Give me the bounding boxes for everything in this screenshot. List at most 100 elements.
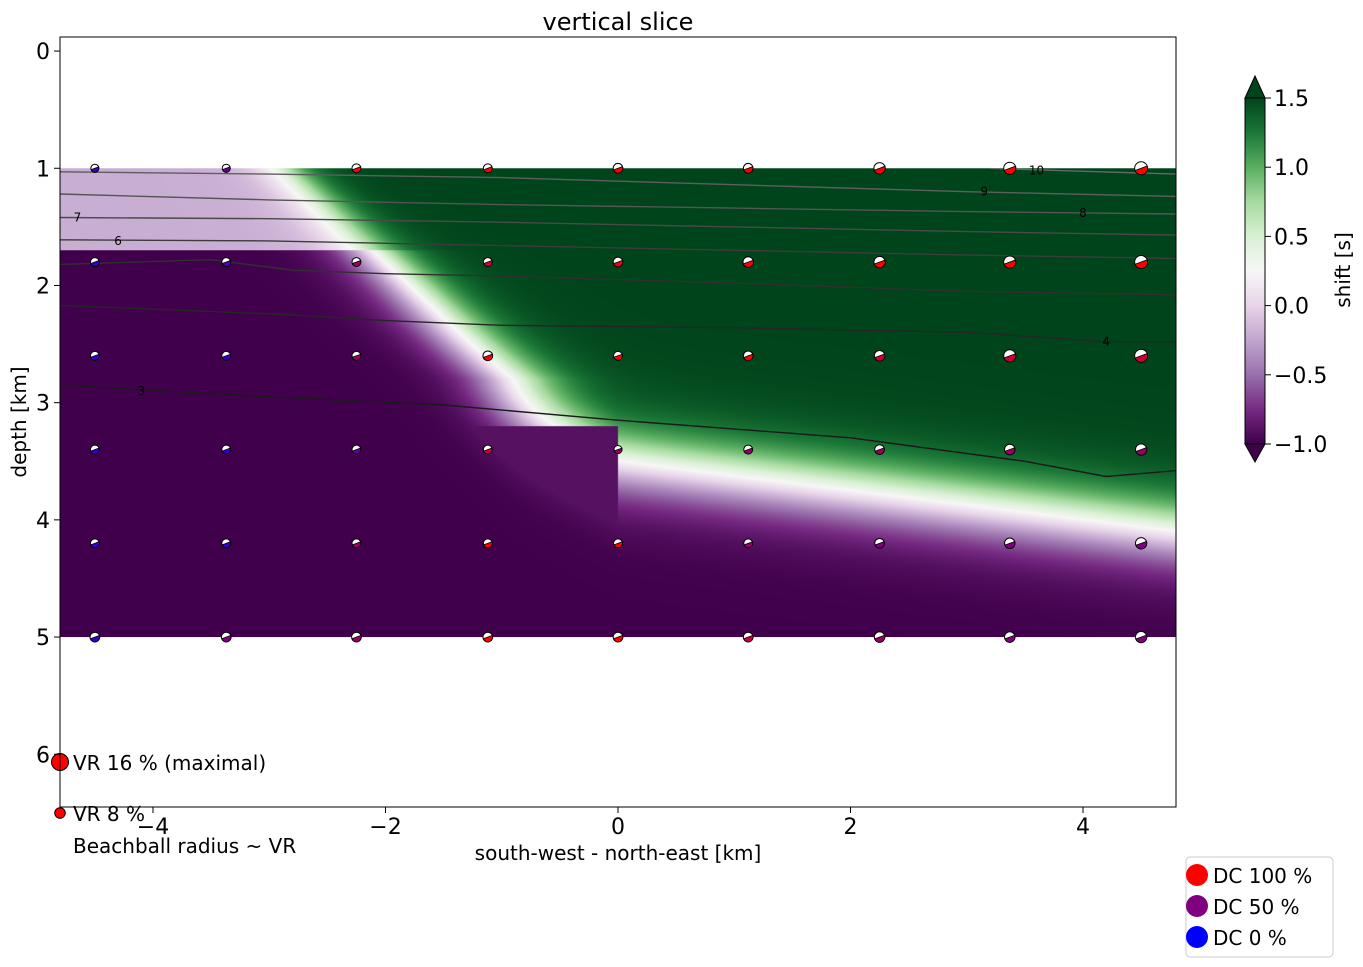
- beachball: [613, 445, 623, 455]
- beachball: [482, 444, 493, 455]
- dc-legend-marker-100: [1186, 864, 1208, 886]
- colorbar-tick-label: 0.5: [1274, 225, 1309, 250]
- beachball: [612, 256, 624, 268]
- beachball: [742, 350, 754, 362]
- beachball: [1003, 161, 1017, 175]
- beachball: [221, 350, 232, 361]
- beachball: [743, 444, 754, 455]
- beachball: [351, 350, 362, 361]
- dc-legend-marker-0: [1186, 926, 1208, 948]
- colorbar-frame: [1244, 97, 1266, 445]
- size-legend-text: VR 16 % (maximal): [73, 751, 266, 775]
- colorbar-extend-top: [1244, 74, 1266, 99]
- y-axis-label: depth [km]: [7, 366, 31, 477]
- beachball: [482, 631, 494, 643]
- y-tick-label: 0: [36, 40, 50, 65]
- size-legend-note: Beachball radius ~ VR: [73, 834, 296, 858]
- beachball: [351, 257, 362, 267]
- contour-label-8: 8: [1079, 206, 1087, 220]
- contour-label-4: 4: [1102, 335, 1110, 349]
- beachball: [613, 538, 623, 549]
- x-tick-label: −4: [137, 815, 169, 840]
- beachball: [743, 538, 754, 549]
- colorbar-label: shift [s]: [1331, 232, 1355, 308]
- beachball: [482, 538, 493, 549]
- x-axis-ticks: −4 −2 0 2 4: [137, 807, 1090, 840]
- x-tick-label: 0: [611, 815, 625, 840]
- colorbar-tick-label: −0.5: [1274, 364, 1327, 389]
- contour-lines: [60, 168, 1176, 478]
- beachball: [1134, 255, 1149, 269]
- beachball: [612, 631, 624, 643]
- y-tick-label: 3: [36, 392, 50, 417]
- y-tick-label: 5: [36, 626, 50, 651]
- beachball: [90, 163, 100, 173]
- dc-legend-text-0: DC 0 %: [1213, 926, 1287, 950]
- beachball: [89, 350, 100, 361]
- dc-legend: DC 100 % DC 50 % DC 0 %: [1185, 856, 1334, 958]
- y-axis-ticks: 0 1 2 3 4 5 6: [36, 40, 60, 768]
- shift-field: [60, 168, 1176, 638]
- contour-line-3: [60, 384, 1176, 478]
- colorbar-tick-label: 0.0: [1274, 295, 1309, 320]
- beachball: [1004, 443, 1016, 456]
- contour-line-8: [60, 193, 1176, 215]
- beachball: [1003, 255, 1017, 269]
- size-legend-marker: [54, 807, 66, 819]
- x-tick-label: 4: [1076, 815, 1090, 840]
- contour-line-7: [60, 216, 1176, 236]
- y-tick-label: 1: [36, 157, 50, 182]
- beachball: [221, 444, 232, 455]
- beachball: [742, 162, 754, 174]
- y-tick-label: 2: [36, 274, 50, 299]
- beachball: [482, 163, 493, 174]
- beachball: [1134, 537, 1148, 550]
- contour-label-9: 9: [980, 185, 988, 199]
- beachball: [1003, 349, 1017, 363]
- beachball: [221, 163, 231, 173]
- beachball: [221, 538, 232, 549]
- y-tick-label: 6: [36, 743, 50, 768]
- dc-legend-text-50: DC 50 %: [1213, 895, 1300, 919]
- beachball: [1134, 630, 1148, 644]
- beachball: [351, 163, 362, 174]
- x-axis-label: south-west - north-east [km]: [475, 841, 762, 865]
- beachball: [482, 350, 494, 362]
- beachball: [1134, 443, 1148, 456]
- contour-label-6: 6: [114, 234, 122, 248]
- beachball: [89, 631, 101, 643]
- beachball: [874, 444, 885, 455]
- contour-line-9: [60, 171, 1176, 198]
- beachball: [1004, 537, 1016, 550]
- beachball: [874, 537, 885, 549]
- x-tick-label: 2: [844, 815, 858, 840]
- contour-line-4: [60, 304, 1176, 343]
- beachball: [482, 257, 493, 267]
- beachball: [873, 631, 886, 643]
- beachball: [221, 257, 232, 267]
- beachball: [873, 350, 886, 362]
- beachball: [873, 162, 886, 175]
- colorbar-gradient: [1245, 98, 1265, 444]
- beachball: [1004, 631, 1016, 643]
- beachball: [351, 538, 362, 549]
- beachball: [742, 256, 754, 268]
- colorbar-ticks: 1.5 1.0 0.5 0.0 −0.5 −1.0: [1265, 87, 1327, 458]
- beachball: [351, 444, 362, 455]
- plot-area: 10 9 8 7 6 4 3 VR 16 % (maximal) VR 8 %: [51, 36, 1177, 826]
- contour-labels: 10 9 8 7 6 4 3: [74, 164, 1110, 398]
- size-legend: VR 16 % (maximal) VR 8 %: [51, 751, 266, 826]
- dc-legend-marker-50: [1186, 895, 1208, 917]
- beachball: [220, 631, 232, 643]
- colorbar: 1.5 1.0 0.5 0.0 −0.5 −1.0 shift [s]: [1244, 74, 1355, 464]
- chart-title: vertical slice: [543, 8, 694, 36]
- beachball: [351, 631, 362, 643]
- beachball: [89, 444, 100, 455]
- beachball-grid: [89, 161, 1149, 644]
- beachball: [612, 162, 624, 174]
- dc-legend-frame: [1185, 856, 1334, 958]
- beachball: [742, 631, 754, 643]
- colorbar-tick-label: 1.5: [1274, 87, 1309, 112]
- size-legend-text: VR 8 %: [73, 802, 145, 826]
- beachball: [613, 350, 623, 361]
